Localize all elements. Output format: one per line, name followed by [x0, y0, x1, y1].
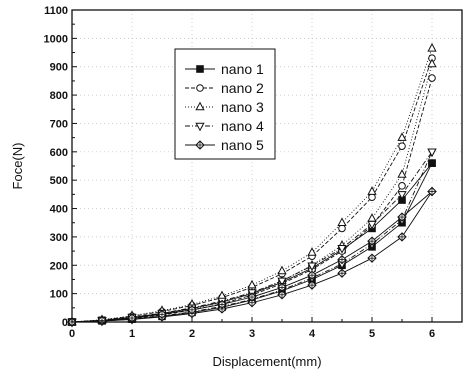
series-4-loading-point-8 — [307, 262, 317, 272]
series-4-loading-point-10 — [367, 220, 377, 230]
series-3-loading-point-12 — [427, 42, 437, 52]
series-2-loading-point-10 — [368, 193, 376, 201]
legend-entry-3: nano 3 — [185, 99, 264, 115]
y-tick-label-1: 100 — [50, 289, 68, 301]
series-5-unloading-point-11 — [397, 232, 407, 242]
series-5-unloading-point-10 — [367, 253, 377, 263]
x-tick-label-6: 6 — [429, 328, 435, 340]
series-3-loading-point-6 — [247, 279, 257, 289]
series-5-loading-point-4 — [187, 305, 197, 315]
legend-box — [174, 48, 276, 160]
series-4-loading-point-12 — [427, 148, 437, 158]
series-2-loading-point-9 — [338, 224, 346, 233]
y-tick-label-4: 400 — [50, 204, 68, 216]
legend-label-4: nano 4 — [221, 118, 264, 134]
legend-label-5: nano 5 — [221, 137, 264, 153]
series-5-unloading-point-7 — [277, 290, 287, 300]
y-tick-label-3: 300 — [50, 232, 68, 244]
series-3-loading-point-11 — [397, 132, 407, 141]
legend-marker-4 — [195, 122, 205, 132]
series-3-unloading-point-11 — [397, 169, 407, 178]
y-tick-label-6: 600 — [50, 147, 68, 159]
series-5-loading-point-5 — [217, 299, 227, 310]
series-3-unloading-point-12 — [427, 58, 437, 68]
legend-entry-5: nano 5 — [185, 137, 264, 153]
legend-entry-2: nano 2 — [185, 80, 264, 96]
axis-ticks: 0 100 200 300 400 500 600 700 800 900 1000 1100 0 1 2 3… — [44, 5, 463, 340]
series-2-unloading-point-11 — [398, 182, 406, 190]
y-tick-label-2: 200 — [50, 260, 68, 272]
series-5-loading-point-11 — [397, 212, 407, 222]
series-3-loading-point-9 — [337, 217, 347, 227]
series-5-loading-point-10 — [367, 236, 377, 246]
y-tick-label-11: 1100 — [44, 5, 68, 17]
series-5-unloading-point-9 — [337, 268, 347, 278]
series-1-loading-point-12 — [428, 159, 436, 167]
y-tick-label-7: 700 — [50, 118, 68, 130]
series-5-loading-point-7 — [277, 282, 287, 293]
x-axis-label: Displacement(mm) — [212, 354, 321, 369]
x-tick-label-5: 5 — [369, 328, 375, 340]
x-tick-label-0: 0 — [69, 328, 75, 340]
x-tick-label-2: 2 — [189, 328, 195, 340]
series-3-loading-point-10 — [367, 186, 377, 195]
y-tick-label-0: 0 — [62, 317, 68, 329]
legend-marker-1 — [196, 65, 204, 73]
series-5-loading-point-6 — [247, 292, 257, 302]
series-2-loading-point-11 — [398, 142, 406, 150]
series-2-unloading-point-12 — [428, 74, 436, 82]
y-tick-label-5: 500 — [50, 175, 68, 187]
series-4-loading-point-7 — [277, 277, 287, 287]
series-3-loading-point-7 — [277, 265, 287, 275]
y-tick-label-10: 1000 — [44, 33, 68, 45]
legend-entry-1: nano 1 — [185, 61, 264, 77]
x-tick-label-3: 3 — [249, 328, 255, 340]
legend-label-1: nano 1 — [221, 61, 264, 77]
series-5-unloading-point-8 — [307, 280, 317, 290]
legend-marker-3 — [195, 101, 205, 111]
x-tick-label-1: 1 — [129, 328, 135, 340]
y-axis-label: Foce(N) — [10, 143, 25, 190]
legend-marker-5 — [195, 140, 205, 150]
legend: nano 1 nano 2 nano 3 nano 4 nano 5 — [174, 48, 276, 160]
series-3-loading-point-8 — [307, 247, 317, 256]
legend-marker-2 — [196, 84, 204, 92]
series-4-loading-point-11 — [397, 191, 407, 200]
legend-entry-4: nano 4 — [185, 118, 264, 134]
y-tick-label-9: 900 — [50, 62, 68, 74]
series-5-loading-point-9 — [337, 254, 347, 265]
series-5-loading-point-12 — [427, 186, 437, 197]
series-4-loading-point-9 — [337, 244, 347, 254]
legend-label-2: nano 2 — [221, 80, 264, 96]
y-tick-label-8: 800 — [50, 90, 68, 102]
series-5-loading-point-8 — [307, 270, 317, 280]
series-5-loading-point-3 — [157, 309, 167, 320]
x-tick-label-4: 4 — [309, 328, 316, 340]
legend-label-3: nano 3 — [221, 99, 264, 115]
series-3-unloading-point-10 — [367, 213, 377, 222]
